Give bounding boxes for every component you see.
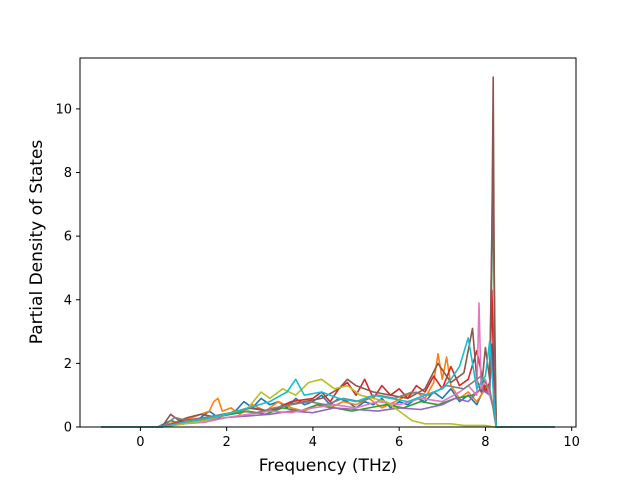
x-tick-label: 10 xyxy=(563,435,580,450)
y-tick-label: 4 xyxy=(64,293,72,308)
series-layer xyxy=(100,76,556,428)
x-axis-title: Frequency (THz) xyxy=(259,456,398,476)
y-tick-label: 8 xyxy=(64,166,72,181)
y-tick-label: 0 xyxy=(64,421,72,436)
y-axis-title: Partial Density of States xyxy=(27,140,47,345)
y-axis-ticks: 0 2 4 6 8 10 xyxy=(55,102,80,436)
y-tick-label: 10 xyxy=(55,102,72,117)
x-tick-label: 2 xyxy=(223,435,231,450)
y-tick-label: 2 xyxy=(64,357,72,372)
x-tick-label: 6 xyxy=(395,435,403,450)
pdos-series-7 xyxy=(100,302,556,428)
pdos-series-6 xyxy=(100,76,556,428)
x-tick-label: 4 xyxy=(309,435,317,450)
axes-frame xyxy=(79,57,577,428)
y-tick-label: 6 xyxy=(64,230,72,245)
pdos-series-10 xyxy=(100,337,556,428)
x-tick-label: 8 xyxy=(481,435,489,450)
x-axis-ticks: 0 2 4 6 8 10 xyxy=(136,427,580,450)
x-tick-label: 0 xyxy=(136,435,144,450)
